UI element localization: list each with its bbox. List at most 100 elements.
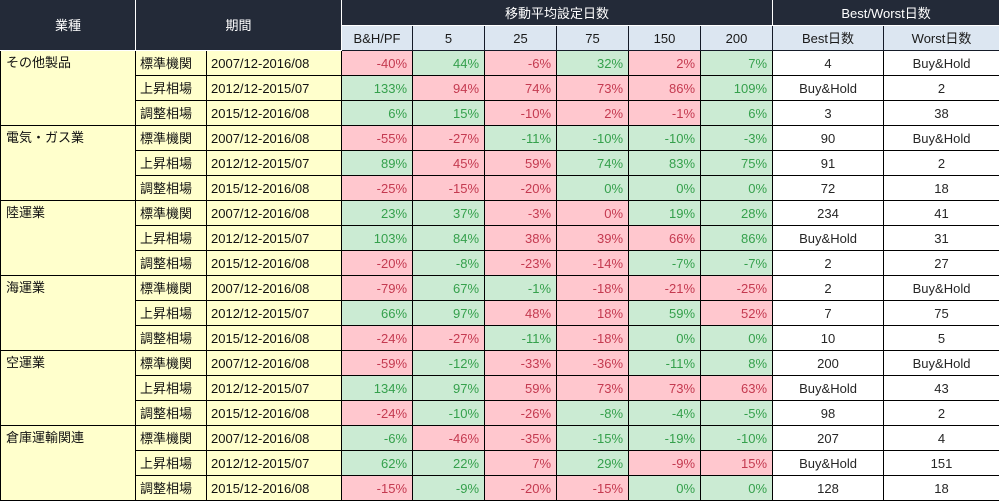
worst-days-cell: Buy&Hold [883, 275, 999, 301]
table-row: 調整相場 2015/12-2016/08 -15% -9% -20% -15% 0% 0% 12… [1, 475, 999, 501]
best-days-cell: Buy&Hold [772, 75, 885, 101]
period-cell: 2012/12-2015/07 [205, 450, 343, 476]
ma-return-cell: -19% [628, 425, 702, 451]
ma-return-cell: -9% [412, 475, 486, 501]
ma-return-cell: -18% [556, 325, 630, 351]
worst-days-cell: 38 [883, 100, 999, 126]
scenario-cell: 調整相場 [135, 325, 207, 351]
ma-return-cell: 74% [556, 150, 630, 176]
table-row: 上昇相場 2012/12-2015/07 134% 97% 59% 73% 73% 63% Bu… [1, 375, 999, 401]
best-days-cell: 98 [772, 400, 885, 426]
ma-return-cell: -33% [484, 350, 558, 376]
ma-return-cell: -27% [412, 125, 486, 151]
best-days-cell: 4 [772, 50, 885, 76]
ma-return-cell: 8% [700, 350, 774, 376]
ma-return-cell: 15% [412, 100, 486, 126]
table-body: その他製品 標準機関 2007/12-2016/08 -40% 44% -6% 32% 2% 7… [0, 50, 999, 501]
worst-days-cell: 18 [883, 175, 999, 201]
scenario-cell: 調整相場 [135, 250, 207, 276]
col-header-best-days: Best日数 [772, 25, 885, 51]
ma-return-cell: 6% [341, 100, 414, 126]
scenario-cell: 標準機関 [135, 350, 207, 376]
ma-return-cell: -79% [341, 275, 414, 301]
best-days-cell: 2 [772, 250, 885, 276]
ma-return-cell: 59% [628, 300, 702, 326]
header-group-row: 業種 期間 移動平均設定日数 Best/Worst日数 [0, 0, 999, 51]
period-cell: 2012/12-2015/07 [205, 300, 343, 326]
period-cell: 2012/12-2015/07 [205, 375, 343, 401]
ma-return-cell: -14% [556, 250, 630, 276]
ma-return-cell: -24% [341, 400, 414, 426]
ma-return-cell: 75% [700, 150, 774, 176]
col-header-ma-group: 移動平均設定日数 [341, 0, 774, 26]
ma-return-cell: 67% [412, 275, 486, 301]
scenario-cell: 標準機関 [135, 275, 207, 301]
scenario-cell: 標準機関 [135, 425, 207, 451]
col-header-period: 期間 [134, 0, 343, 51]
worst-days-cell: 151 [883, 450, 999, 476]
ma-return-cell: 59% [484, 150, 558, 176]
ma-return-cell: 7% [700, 50, 774, 76]
ma-return-cell: -20% [484, 475, 558, 501]
period-cell: 2015/12-2016/08 [205, 325, 343, 351]
period-cell: 2007/12-2016/08 [205, 425, 343, 451]
worst-days-cell: Buy&Hold [883, 50, 999, 76]
col-header-ma-5: 5 [412, 25, 486, 51]
col-header-best-worst-group: Best/Worst日数 [772, 0, 999, 26]
ma-return-cell: 37% [412, 200, 486, 226]
ma-return-cell: 59% [484, 375, 558, 401]
ma-return-cell: -20% [484, 175, 558, 201]
ma-return-cell: 29% [556, 450, 630, 476]
worst-days-cell: 27 [883, 250, 999, 276]
ma-return-cell: -10% [700, 425, 774, 451]
table-row: 陸運業 標準機関 2007/12-2016/08 23% 37% -3% 0% 19% 28% 2… [0, 200, 999, 276]
table-row: 上昇相場 2012/12-2015/07 89% 45% 59% 74% 83% 75% 91 2 [1, 150, 999, 176]
ma-return-cell: 6% [700, 100, 774, 126]
best-days-cell: 200 [772, 350, 885, 376]
ma-return-cell: -20% [341, 250, 414, 276]
ma-return-cell: -59% [341, 350, 414, 376]
best-days-cell: 7 [772, 300, 885, 326]
col-header-ma-75: 75 [556, 25, 630, 51]
best-days-cell: Buy&Hold [772, 225, 885, 251]
ma-return-cell: 0% [700, 475, 774, 501]
scenario-cell: 標準機関 [135, 50, 207, 76]
ma-return-cell: 86% [700, 225, 774, 251]
ma-return-cell: -8% [556, 400, 630, 426]
table-row: その他製品 標準機関 2007/12-2016/08 -40% 44% -6% 32% 2% 7… [0, 50, 999, 126]
ma-return-cell: -26% [484, 400, 558, 426]
ma-return-cell: 73% [556, 75, 630, 101]
col-header-bh-pf: B&H/PF [341, 25, 414, 51]
ma-return-cell: 62% [341, 450, 414, 476]
ma-return-cell: -23% [484, 250, 558, 276]
ma-return-cell: 133% [341, 75, 414, 101]
ma-return-cell: -8% [412, 250, 486, 276]
ma-return-cell: 22% [412, 450, 486, 476]
ma-return-cell: 48% [484, 300, 558, 326]
table-header: 業種 期間 移動平均設定日数 Best/Worst日数 B&H/PF 5 25 75 1… [0, 0, 999, 51]
period-cell: 2015/12-2016/08 [205, 475, 343, 501]
worst-days-cell: 2 [883, 400, 999, 426]
best-days-cell: 10 [772, 325, 885, 351]
table-row: 海運業 標準機関 2007/12-2016/08 -79% 67% -1% -18% -21%… [0, 275, 999, 351]
ma-return-cell: 89% [341, 150, 414, 176]
scenario-cell: 上昇相場 [135, 75, 207, 101]
period-cell: 2007/12-2016/08 [205, 200, 343, 226]
ma-return-cell: -7% [700, 250, 774, 276]
worst-days-cell: 75 [883, 300, 999, 326]
ma-return-cell: -12% [412, 350, 486, 376]
ma-return-cell: 97% [412, 300, 486, 326]
ma-return-cell: 23% [341, 200, 414, 226]
scenario-cell: 調整相場 [135, 175, 207, 201]
ma-return-cell: -36% [556, 350, 630, 376]
industry-cell: 空運業 [0, 350, 136, 426]
worst-days-cell: 4 [883, 425, 999, 451]
table-row: 上昇相場 2012/12-2015/07 62% 22% 7% 29% -9% 15% Buy&… [1, 450, 999, 476]
ma-return-cell: 18% [556, 300, 630, 326]
ma-return-cell: -15% [341, 475, 414, 501]
ma-return-cell: 94% [412, 75, 486, 101]
ma-return-cell: -18% [556, 275, 630, 301]
ma-return-cell: -6% [484, 50, 558, 76]
table-row: 上昇相場 2012/12-2015/07 133% 94% 74% 73% 86% 109% B… [1, 75, 999, 101]
best-days-cell: Buy&Hold [772, 450, 885, 476]
